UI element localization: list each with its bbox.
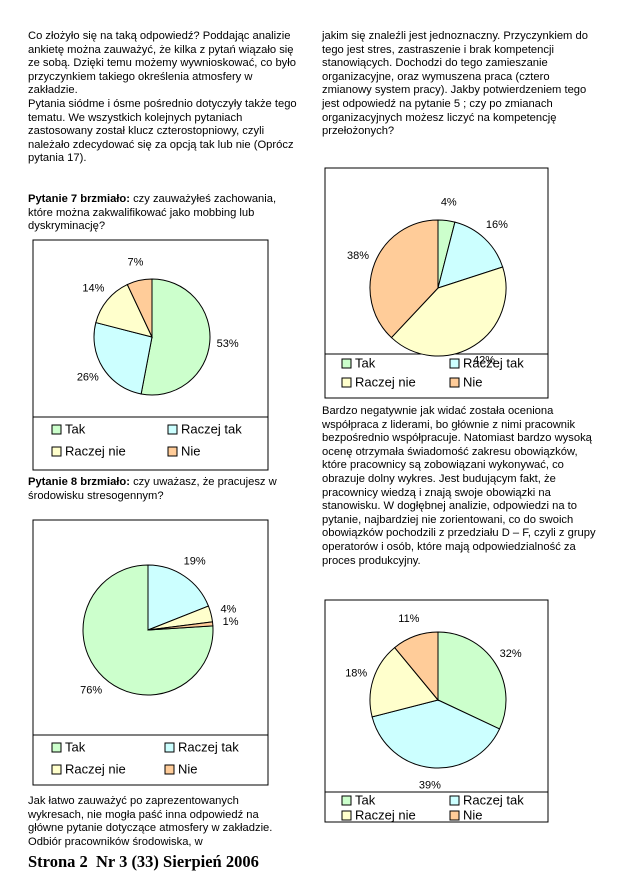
legend-swatch (449, 810, 460, 821)
legend-label: Nie (178, 761, 198, 776)
legend-swatch (449, 377, 460, 388)
legend-swatch (341, 377, 352, 388)
pie-slice (437, 631, 507, 730)
pie-slice (390, 266, 507, 357)
legend-label: Nie (463, 807, 483, 822)
pie-slice (147, 621, 214, 631)
legend-swatch (341, 358, 352, 369)
legend-swatch (51, 446, 62, 457)
slice-label: 76% (80, 684, 102, 696)
paragraph: Bardzo negatywnie jak widać została ocen… (322, 405, 596, 567)
slice-label: 39% (419, 780, 441, 792)
legend-label: Raczej nie (355, 374, 416, 389)
legend-swatch (167, 424, 178, 435)
legend-label: Tak (355, 355, 376, 370)
slice-label: 7% (127, 257, 143, 269)
legend-label: Raczej tak (181, 421, 242, 436)
question-label: Pytanie 8 brzmiało: (28, 476, 130, 488)
legend-swatch (51, 742, 62, 753)
legend-label: Tak (65, 421, 86, 436)
pie-slice (371, 699, 501, 769)
legend-label: Raczej tak (178, 739, 239, 754)
pie-slice (140, 278, 211, 396)
intro: Co złożyło się na taką odpowiedź? Poddaj… (28, 30, 300, 166)
pie-slice (369, 646, 439, 718)
pie-slice (393, 631, 439, 702)
pie-slice (126, 278, 153, 338)
legend-label: Nie (181, 443, 201, 458)
slice-label: 42% (473, 355, 495, 367)
question-text: czy zauważyłeś zachowania, które można z… (28, 193, 277, 233)
legend-swatch (341, 795, 352, 806)
legend-label: Tak (65, 739, 86, 754)
slice-label: 26% (77, 372, 99, 384)
question-7: Pytanie 7 brzmiało: czy zauważyłeś zacho… (28, 193, 290, 234)
question-8: Pytanie 8 brzmiało: czy uważasz, że prac… (28, 476, 283, 503)
legend-swatch (341, 810, 352, 821)
legend-swatch (51, 424, 62, 435)
paragraph: jakim się znaleźli jest jednoznaczny. Pr… (322, 30, 588, 138)
right-middle-paragraph: Bardzo negatywnie jak widać została ocen… (322, 405, 600, 568)
pie-slice (93, 321, 153, 395)
pie-slice (82, 564, 214, 696)
paragraph: Jak łatwo zauważyć po zaprezentowanych w… (28, 795, 273, 848)
slice-label: 18% (345, 667, 367, 679)
slice-label: 38% (347, 250, 369, 262)
legend-label: Nie (463, 374, 483, 389)
legend-label: Raczej nie (65, 761, 126, 776)
legend-label: Tak (355, 792, 376, 807)
slice-label: 11% (398, 613, 419, 625)
slice-label: 53% (217, 338, 239, 350)
legend-swatch (164, 742, 175, 753)
pie-slice (369, 219, 439, 339)
slice-label: 14% (82, 282, 104, 294)
slice-label: 16% (486, 219, 508, 231)
legend-label: Raczej tak (463, 792, 524, 807)
legend-swatch (449, 795, 460, 806)
slice-label: 4% (220, 603, 236, 615)
pie-slice (437, 221, 504, 289)
legend-label: Raczej nie (65, 443, 126, 458)
footer: Strona 2 Nr 3 (33) Sierpień 2006 (28, 852, 259, 871)
legend-label: Raczej tak (463, 355, 524, 370)
question-label: Pytanie 7 brzmiało: (28, 193, 130, 205)
slice-label: 4% (441, 197, 457, 209)
pie-slice (147, 564, 210, 631)
slice-label: 19% (184, 555, 206, 567)
pie-slice (95, 283, 153, 338)
question-text: czy uważasz, że pracujesz w środowisku s… (28, 476, 277, 502)
slice-label: 32% (500, 648, 522, 660)
paragraph: Co złożyło się na taką odpowiedź? Poddaj… (28, 30, 296, 97)
closing-paragraph: Jak łatwo zauważyć po zaprezentowanych w… (28, 795, 290, 849)
legend-swatch (167, 446, 178, 457)
legend-swatch (51, 764, 62, 775)
legend-swatch (164, 764, 175, 775)
right-top-paragraph: jakim się znaleźli jest jednoznaczny. Pr… (322, 30, 594, 139)
slice-label: 1% (223, 616, 239, 628)
legend-label: Raczej nie (355, 807, 416, 822)
legend-swatch (449, 358, 460, 369)
paragraph: Pytania siódme i ósme pośrednio dotyczył… (28, 97, 297, 165)
